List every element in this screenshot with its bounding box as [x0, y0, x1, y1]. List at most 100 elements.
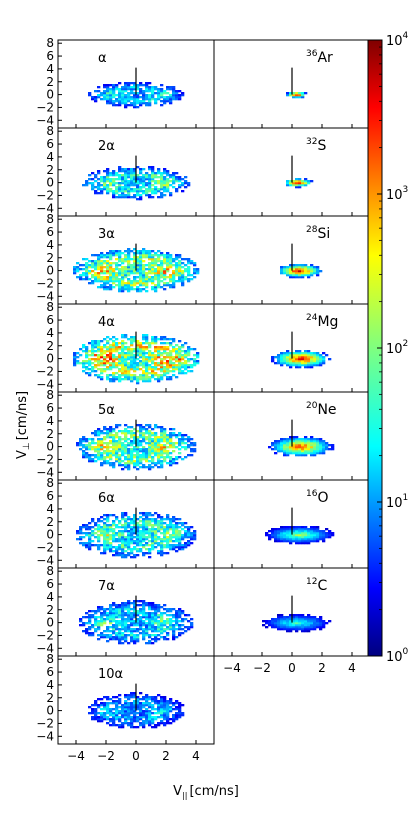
heatmap-cell: [136, 550, 140, 553]
heatmap-cell: [142, 628, 146, 631]
heatmap-cell: [91, 354, 95, 357]
heatmap-cell: [307, 438, 311, 441]
heatmap-cell: [109, 442, 113, 445]
heatmap-cell: [307, 620, 311, 623]
heatmap-cell: [85, 350, 89, 353]
heatmap-cells: [82, 166, 191, 201]
heatmap-cell: [145, 338, 149, 341]
heatmap-cell: [124, 526, 128, 529]
heatmap-cell: [145, 264, 149, 267]
heatmap-cell: [139, 624, 143, 627]
heatmap-cell: [172, 544, 176, 547]
heatmap-cell: [133, 84, 137, 87]
heatmap-cell: [112, 608, 116, 611]
heatmap-cell: [79, 438, 83, 441]
y-tick-label: 0: [46, 176, 54, 190]
heatmap-cell: [124, 342, 128, 345]
heatmap-cell: [148, 696, 152, 699]
heatmap-cells: [268, 436, 335, 457]
heatmap-cell: [130, 430, 134, 433]
heatmap-cell: [187, 620, 191, 623]
heatmap-cell: [163, 434, 167, 437]
heatmap-cell: [115, 516, 119, 519]
heatmap-cell: [160, 96, 164, 99]
heatmap-cell: [304, 534, 308, 537]
heatmap-cell: [295, 614, 299, 617]
heatmap-cell: [118, 636, 122, 639]
heatmap-cell: [94, 430, 98, 433]
heatmap-cell: [118, 196, 122, 199]
heatmap-cell: [184, 182, 188, 185]
heatmap-cell: [145, 448, 149, 451]
heatmap-cell: [73, 268, 77, 271]
heatmap-cell: [181, 704, 185, 707]
heatmap-cell: [82, 526, 86, 529]
heatmap-cell: [292, 624, 296, 627]
heatmap-cell: [151, 434, 155, 437]
heatmap-cell: [130, 616, 134, 619]
heatmap-cell: [169, 100, 173, 103]
heatmap-cell: [175, 268, 179, 271]
heatmap-cell: [286, 444, 290, 447]
heatmap-cell: [121, 628, 125, 631]
heatmap-cell: [136, 696, 140, 699]
heatmap-cell: [163, 374, 167, 377]
heatmap-cell: [103, 704, 107, 707]
heatmap-cell: [154, 172, 158, 175]
heatmap-cell: [280, 438, 284, 441]
heatmap-cell: [121, 86, 125, 89]
heatmap-cell: [91, 344, 95, 347]
heatmap-cell: [139, 526, 143, 529]
heatmap-cell: [163, 522, 167, 525]
heatmap-cell: [133, 86, 137, 89]
heatmap-cell: [136, 350, 140, 353]
heatmap-cell: [127, 348, 131, 351]
heatmap-cell: [286, 266, 290, 269]
heatmap-cell: [130, 180, 134, 183]
heatmap-cell: [121, 634, 125, 637]
heatmap-cell: [148, 714, 152, 717]
heatmap-cell: [280, 624, 284, 627]
heatmap-cell: [175, 176, 179, 179]
heatmap-cell: [151, 168, 155, 171]
heatmap-cell: [154, 436, 158, 439]
heatmap-cell: [187, 446, 191, 449]
heatmap-cell: [118, 724, 122, 727]
heatmap-cell: [115, 188, 119, 191]
heatmap-cell: [277, 528, 281, 531]
heatmap-cell: [163, 460, 167, 463]
heatmap-cell: [301, 532, 305, 535]
heatmap-cell: [124, 102, 128, 105]
heatmap-cell: [292, 622, 296, 625]
heatmap-cell: [133, 642, 137, 645]
heatmap-cell: [145, 518, 149, 521]
heatmap-cell: [118, 634, 122, 637]
heatmap-cell: [121, 602, 125, 605]
heatmap-cell: [151, 354, 155, 357]
heatmap-cell: [133, 284, 137, 287]
heatmap-cell: [313, 268, 317, 271]
heatmap-cell: [118, 548, 122, 551]
heatmap-cell: [127, 354, 131, 357]
heatmap-cell: [133, 104, 137, 107]
heatmap-cell: [145, 710, 149, 713]
heatmap-cell: [121, 514, 125, 517]
heatmap-cell: [133, 348, 137, 351]
heatmap-cell: [277, 624, 281, 627]
heatmap-cell: [328, 536, 332, 539]
heatmap-cell: [163, 282, 167, 285]
heatmap-cell: [148, 190, 152, 193]
heatmap-cell: [298, 184, 302, 187]
heatmap-cell: [88, 626, 92, 629]
heatmap-cell: [136, 250, 140, 253]
heatmap-cell: [94, 276, 98, 279]
heatmap-cell: [118, 642, 122, 645]
heatmap-cell: [142, 436, 146, 439]
heatmap-cell: [286, 540, 290, 543]
heatmap-cell: [145, 84, 149, 87]
heatmap-cell: [142, 712, 146, 715]
heatmap-cell: [154, 464, 158, 467]
heatmap-cell: [88, 544, 92, 547]
heatmap-cell: [274, 448, 278, 451]
heatmap-cell: [283, 448, 287, 451]
